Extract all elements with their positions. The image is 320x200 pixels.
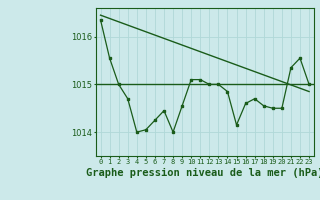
X-axis label: Graphe pression niveau de la mer (hPa): Graphe pression niveau de la mer (hPa) [86,168,320,178]
